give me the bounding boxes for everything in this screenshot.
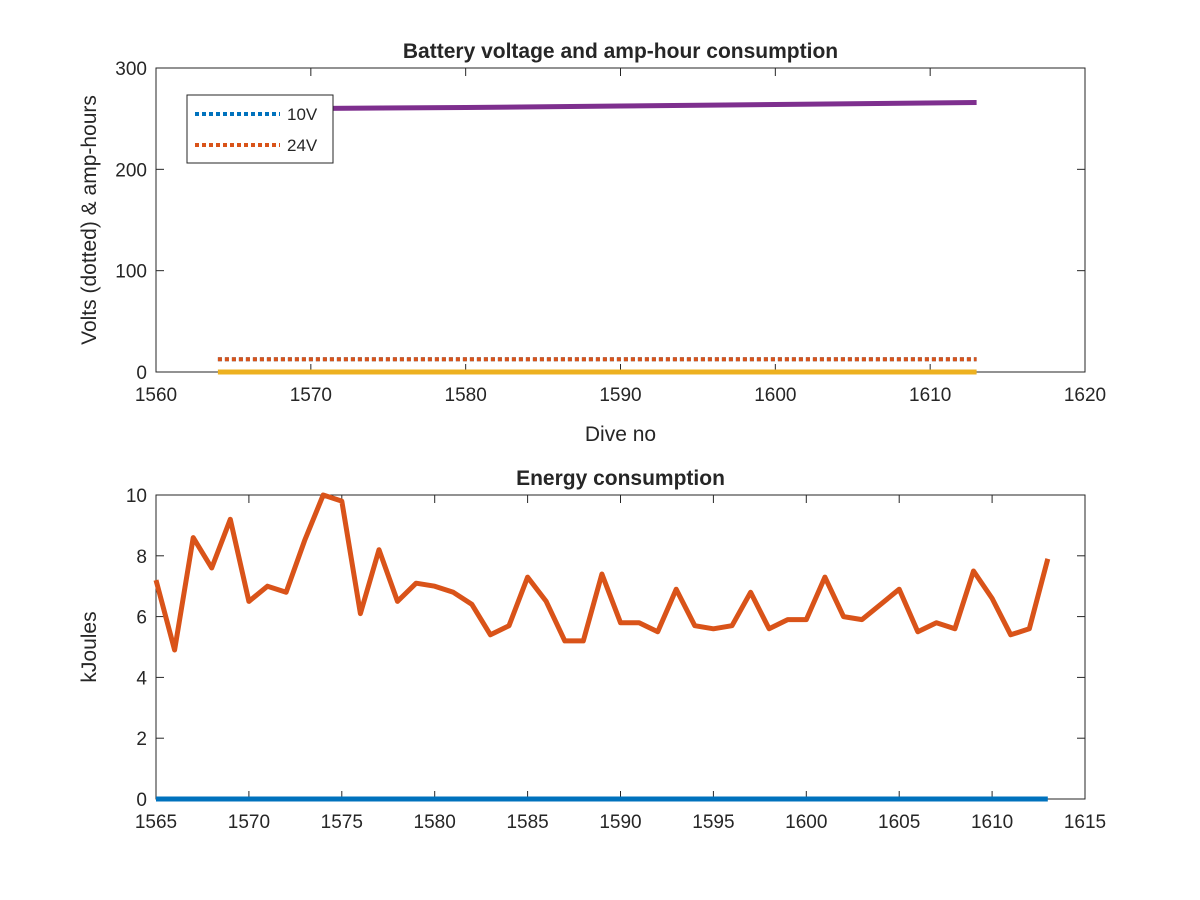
x-axis-label: Dive no xyxy=(585,423,656,446)
x-tick-label: 1585 xyxy=(506,812,548,833)
y-tick-label: 8 xyxy=(136,547,147,568)
x-tick-label: 1600 xyxy=(754,385,796,406)
y-tick-label: 100 xyxy=(115,262,147,283)
plot-area xyxy=(155,494,1086,800)
y-tick-label: 200 xyxy=(115,160,147,181)
y-tick-label: 0 xyxy=(136,363,147,384)
x-tick-label: 1595 xyxy=(692,812,734,833)
legend: 10V 24V xyxy=(186,94,334,164)
x-tick-label: 1620 xyxy=(1064,385,1106,406)
x-tick-label: 1575 xyxy=(321,812,363,833)
chart-title: Battery voltage and amp-hour consumption xyxy=(403,40,838,63)
x-tick-label: 1565 xyxy=(135,812,177,833)
x-tick-label: 1615 xyxy=(1064,812,1106,833)
y-axis-label: kJoules xyxy=(78,611,101,682)
chart-1: 1560 1570 1580 1590 1600 1610 1620 0 100 200 300 Ba… xyxy=(78,40,1106,446)
chart-2: 1565 1570 1575 1580 1585 1590 1595 1600 1605 1610… xyxy=(78,467,1106,833)
x-tick-label: 1605 xyxy=(878,812,920,833)
y-tick-label: 0 xyxy=(136,790,147,811)
x-tick-label: 1570 xyxy=(290,385,332,406)
series-line-2 xyxy=(153,492,1051,653)
y-tick-label: 10 xyxy=(126,486,147,507)
x-tick-label: 1570 xyxy=(228,812,270,833)
x-tick-label: 1610 xyxy=(971,812,1013,833)
y-axis-label: Volts (dotted) & amp-hours xyxy=(78,95,101,345)
y-tick-label: 2 xyxy=(136,729,147,750)
legend-label: 10V xyxy=(287,105,318,124)
x-tick-label: 1610 xyxy=(909,385,951,406)
x-tick-label: 1590 xyxy=(599,385,641,406)
x-tick-label: 1560 xyxy=(135,385,177,406)
x-tick-label: 1580 xyxy=(445,385,487,406)
legend-label: 24V xyxy=(287,136,318,155)
legend-box xyxy=(186,94,334,164)
y-tick-label: 300 xyxy=(115,59,147,80)
x-tick-label: 1580 xyxy=(414,812,456,833)
y-tick-label: 6 xyxy=(136,608,147,629)
y-tick-label: 4 xyxy=(136,668,147,689)
chart-title: Energy consumption xyxy=(516,467,725,490)
x-tick-label: 1600 xyxy=(785,812,827,833)
x-tick-label: 1590 xyxy=(599,812,641,833)
